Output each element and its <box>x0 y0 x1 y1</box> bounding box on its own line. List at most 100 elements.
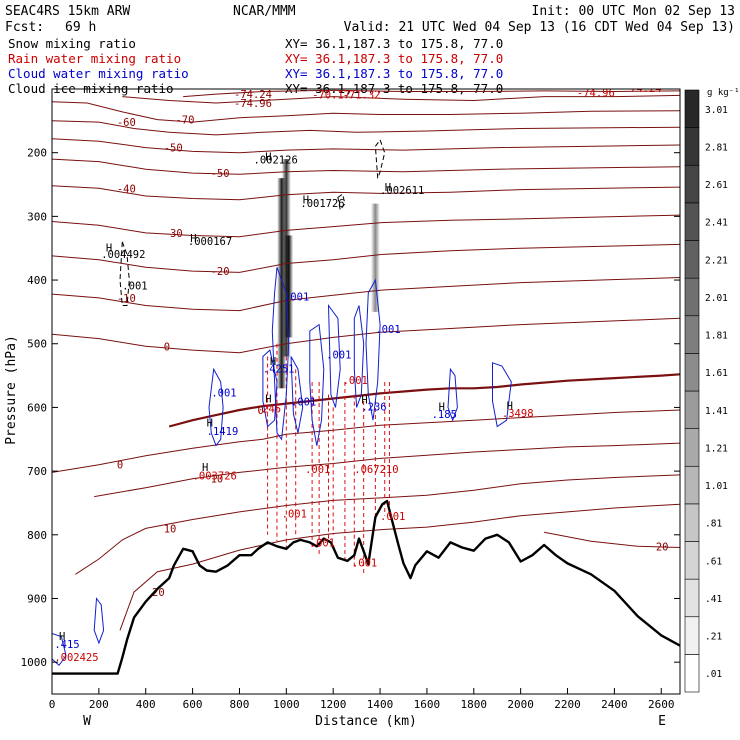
cloud-ice-contour <box>374 138 386 179</box>
colorbar-bin <box>684 654 700 693</box>
isotherm-label: -50 <box>211 168 230 180</box>
x-tick-label: 2400 <box>601 698 628 711</box>
colorbar-label: .41 <box>705 594 722 605</box>
x-tick-label: 2600 <box>648 698 675 711</box>
cloud-water-contour <box>52 632 67 667</box>
terrain-line <box>52 499 680 675</box>
y-tick-label: 300 <box>27 210 47 223</box>
value-label: .245 <box>256 404 281 416</box>
x-tick-label: 1000 <box>273 698 300 711</box>
x-tick-label: 800 <box>230 698 250 711</box>
cloud-water-contour <box>492 362 512 428</box>
isotherm-line <box>52 138 680 154</box>
cloud-ice-contour <box>119 241 130 306</box>
colorbar-bin <box>684 89 700 128</box>
high-marker: H <box>59 631 65 643</box>
isotherm-line <box>52 158 680 175</box>
value-label: .002425 <box>54 652 98 664</box>
field-name-rain: Rain water mixing ratio <box>8 51 181 66</box>
cloud-ice-contour <box>337 193 346 212</box>
high-marker: H <box>106 242 112 254</box>
value-label: .001 <box>291 397 316 409</box>
high-marker: H <box>303 195 309 207</box>
value-label: .003726 <box>193 470 237 482</box>
colorbar-bin <box>684 465 700 505</box>
isotherm-label: -60 <box>117 117 136 129</box>
isotherm-label: 10 <box>211 474 224 486</box>
isotherm-label: -10 <box>117 293 136 305</box>
cloud-water-contour <box>262 349 278 428</box>
isotherm-line <box>94 442 680 498</box>
isotherm-label: -40 <box>117 183 136 195</box>
isotherm-line <box>119 503 680 631</box>
y-tick-label: 500 <box>27 338 47 351</box>
cloud-water-contour <box>271 267 290 441</box>
value-label: .002126 <box>254 155 298 167</box>
field-name-cloud-water: Cloud water mixing ratio <box>8 66 189 81</box>
y-tick-label: 200 <box>27 147 47 160</box>
west-endpoint-label: W <box>83 714 91 729</box>
cloud-water-contours <box>52 267 512 667</box>
value-label: .415 <box>54 639 79 651</box>
snow-shading <box>277 159 380 389</box>
isotherm-label: 0 <box>257 405 263 417</box>
temperature-isotherms: -74.24-74.96-70-60-50-50-40-30-20-100001… <box>52 89 680 631</box>
snow-column <box>370 203 380 312</box>
colorbar-bin <box>684 353 700 392</box>
high-marker: H <box>265 151 271 163</box>
colorbar-bin <box>684 541 700 580</box>
field-xy-snow: XY= 36.1,187.3 to 175.8, 77.0 <box>285 36 503 51</box>
colorbar-label: .81 <box>705 519 722 530</box>
colorbar-bin <box>684 240 700 279</box>
cloud-water-contour <box>447 367 458 422</box>
east-endpoint-label: E <box>658 714 666 729</box>
x-tick-label: 1800 <box>461 698 488 711</box>
x-tick-label: 1200 <box>320 698 347 711</box>
value-label: -70.17 <box>312 90 350 102</box>
isotherm-label: -74.96 <box>234 98 272 110</box>
value-label: .004492 <box>101 249 145 261</box>
snow-column <box>277 178 287 389</box>
isotherm-label: 10 <box>164 523 177 535</box>
isotherm-line <box>544 531 680 548</box>
value-label: .001 <box>282 509 307 521</box>
field-xy-cloud-water: XY= 36.1,187.3 to 175.8, 77.0 <box>285 66 503 81</box>
colorbar-bin <box>684 202 700 241</box>
value-label: .001 <box>122 281 147 293</box>
colorbar-label: 1.41 <box>705 406 728 417</box>
colorbar-label: .61 <box>705 556 722 567</box>
high-marker: H <box>202 462 208 474</box>
cloud-water-contour <box>327 303 341 408</box>
value-label: .185 <box>432 409 457 421</box>
fcst-label: Fcst: <box>5 20 44 35</box>
y-tick-label: 600 <box>27 401 47 414</box>
field-legend: Snow mixing ratio XY= 36.1,187.3 to 175.… <box>8 36 503 96</box>
isotherm-label: -70 <box>175 115 194 127</box>
value-label: .001 <box>380 511 405 523</box>
value-label: .001 <box>343 375 368 387</box>
x-tick-label: 1400 <box>367 698 394 711</box>
value-label: .001 <box>284 291 309 303</box>
plot-frame <box>51 88 681 695</box>
high-marker: H <box>361 395 367 407</box>
value-label: .000167 <box>188 236 232 248</box>
colorbar-bin <box>684 315 700 354</box>
cloud-water-contour <box>353 305 365 408</box>
colorbar-label: .21 <box>705 632 722 643</box>
cloud-water-contour <box>309 323 325 446</box>
isotherm-label: -50 <box>164 143 183 155</box>
colorbar-label: 2.41 <box>705 218 728 229</box>
isotherm-label: 0 <box>117 460 123 472</box>
high-marker: H <box>207 418 213 430</box>
value-label: -74.24 <box>624 83 662 95</box>
colorbar-label: 1.81 <box>705 331 728 342</box>
y-tick-label: 1000 <box>21 656 48 669</box>
value-label: .001 <box>211 388 236 400</box>
y-tick-label: 400 <box>27 274 47 287</box>
value-label: .4251 <box>263 363 295 375</box>
colorbar-label: 2.21 <box>705 255 728 266</box>
value-label: .001 <box>310 537 335 549</box>
